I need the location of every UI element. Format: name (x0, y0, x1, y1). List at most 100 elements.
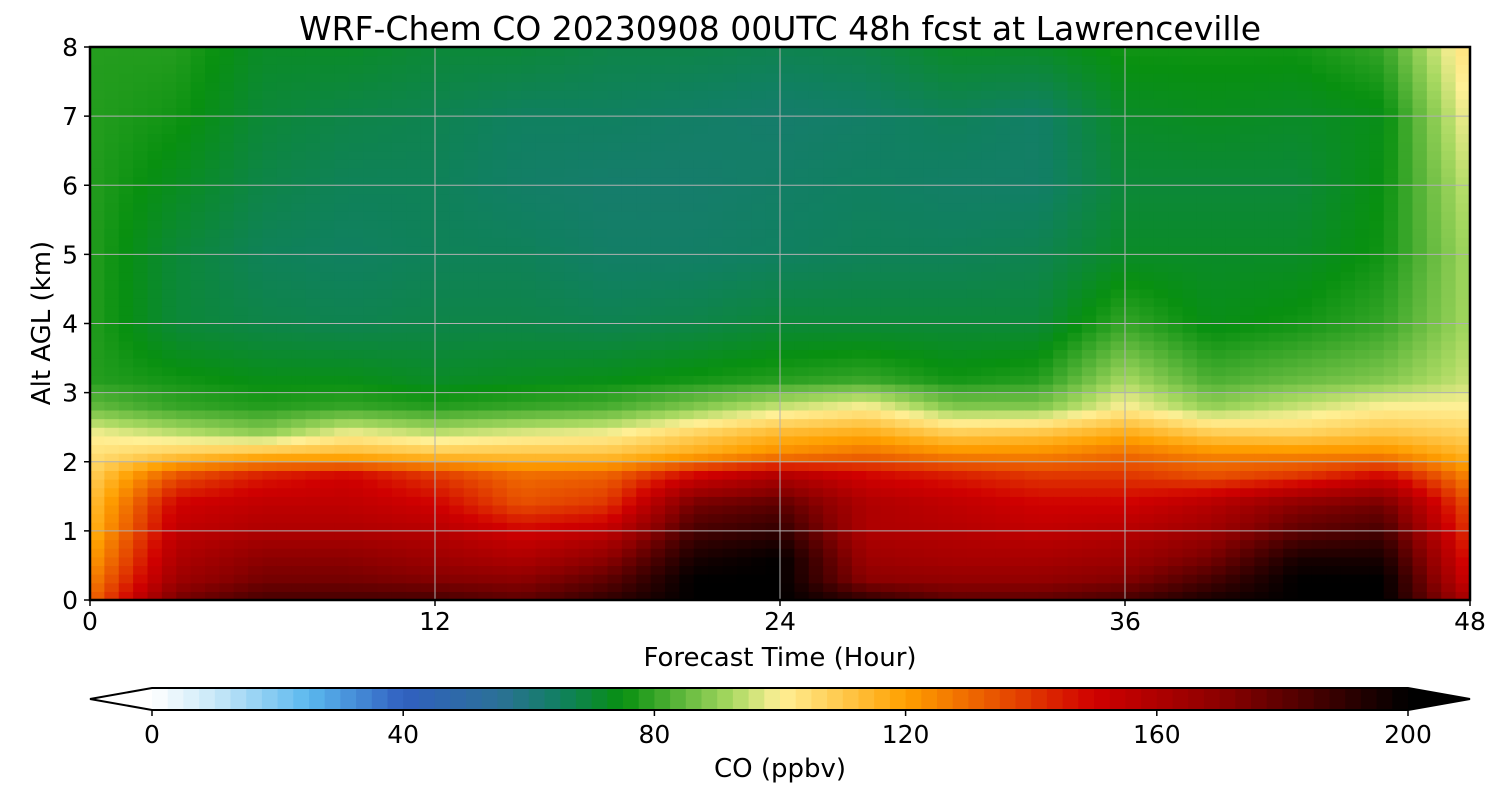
heatmap-cell (521, 444, 537, 454)
heatmap-cell (780, 591, 795, 600)
heatmap-cell (880, 90, 896, 100)
heatmap-cell (506, 487, 522, 497)
heatmap-cell (478, 211, 494, 221)
heatmap-cell (679, 435, 695, 446)
heatmap-cell (334, 263, 350, 273)
heatmap-cell (133, 574, 149, 584)
heatmap-cell (636, 461, 652, 471)
heatmap-cell (1182, 530, 1198, 541)
heatmap-cell (535, 453, 551, 463)
heatmap-cell (1139, 340, 1155, 351)
heatmap-cell (909, 72, 925, 83)
heatmap-cell (190, 453, 206, 463)
heatmap-cell (233, 271, 249, 281)
heatmap-cell (823, 47, 839, 57)
heatmap-cell (463, 392, 479, 402)
heatmap-cell (1038, 133, 1054, 143)
heatmap-cell (679, 245, 695, 255)
heatmap-cell (578, 522, 594, 532)
heatmap-cell (334, 288, 350, 299)
heatmap-cell (823, 496, 839, 506)
heatmap-cell (765, 245, 781, 255)
heatmap-cell (147, 116, 163, 126)
heatmap-cell (190, 409, 206, 420)
heatmap-cell (219, 116, 235, 126)
heatmap-cell (1010, 340, 1025, 351)
heatmap-cell (1067, 228, 1083, 238)
heatmap-cell (593, 237, 609, 247)
heatmap-cell (219, 383, 235, 394)
heatmap-cell (320, 159, 335, 169)
heatmap-cell (851, 591, 867, 600)
heatmap-cell (320, 271, 335, 281)
heatmap-cell (305, 392, 321, 402)
heatmap-cell (593, 332, 609, 342)
heatmap-cell (305, 314, 321, 325)
heatmap-cell (406, 72, 422, 83)
heatmap-cell (435, 366, 450, 376)
heatmap-cell (923, 297, 939, 307)
heatmap-cell (1024, 479, 1040, 489)
heatmap-cell (564, 427, 580, 437)
heatmap-cell (621, 504, 637, 515)
heatmap-cell (104, 453, 120, 463)
heatmap-cell (578, 72, 594, 83)
heatmap-cell (1182, 237, 1198, 247)
heatmap-cell (952, 271, 968, 281)
heatmap-cell (909, 133, 925, 143)
heatmap-cell (1024, 124, 1040, 135)
heatmap-cell (966, 392, 982, 402)
heatmap-cell (420, 211, 436, 221)
heatmap-cell (276, 591, 292, 600)
heatmap-cell (765, 47, 781, 57)
heatmap-cell (564, 306, 580, 316)
heatmap-cell (348, 211, 364, 221)
heatmap-cell (1024, 504, 1040, 515)
heatmap-cell (1110, 159, 1126, 169)
heatmap-cell (118, 392, 134, 402)
heatmap-cell (765, 90, 781, 100)
heatmap-cell (1067, 435, 1083, 446)
heatmap-cell (205, 81, 220, 91)
heatmap-cell (621, 185, 637, 195)
heatmap-cell (190, 470, 206, 480)
heatmap-cell (506, 81, 522, 91)
heatmap-cell (981, 366, 997, 376)
heatmap-cell (1067, 375, 1083, 385)
heatmap-cell (765, 383, 781, 394)
heatmap-cell (535, 496, 551, 506)
heatmap-cell (262, 288, 278, 299)
heatmap-cell (449, 167, 465, 178)
heatmap-cell (377, 219, 393, 230)
heatmap-cell (938, 530, 954, 541)
heatmap-cell (233, 98, 249, 109)
heatmap-cell (550, 556, 565, 567)
heatmap-cell (895, 98, 910, 109)
heatmap-cell (866, 427, 882, 437)
heatmap-cell (1125, 375, 1140, 385)
heatmap-cell (118, 185, 134, 195)
heatmap-cell (823, 582, 839, 592)
heatmap-cell (736, 349, 752, 359)
heatmap-cell (736, 522, 752, 532)
heatmap-cell (966, 487, 982, 497)
heatmap-cell (1168, 530, 1184, 541)
heatmap-cell (794, 496, 810, 506)
heatmap-cell (909, 582, 925, 592)
heatmap-cell (780, 522, 795, 532)
heatmap-cell (233, 185, 249, 195)
heatmap-cell (1024, 323, 1040, 333)
heatmap-cell (665, 591, 680, 600)
heatmap-cell (665, 176, 680, 186)
heatmap-cell (851, 332, 867, 342)
heatmap-cell (1182, 64, 1198, 74)
heatmap-cell (665, 306, 680, 316)
heatmap-cell (751, 116, 767, 126)
heatmap-cell (966, 116, 982, 126)
heatmap-cell (621, 444, 637, 454)
heatmap-cell (995, 228, 1011, 238)
heatmap-cell (320, 427, 335, 437)
heatmap-cell (1153, 98, 1169, 109)
heatmap-cell (233, 90, 249, 100)
heatmap-cell (1196, 271, 1212, 281)
